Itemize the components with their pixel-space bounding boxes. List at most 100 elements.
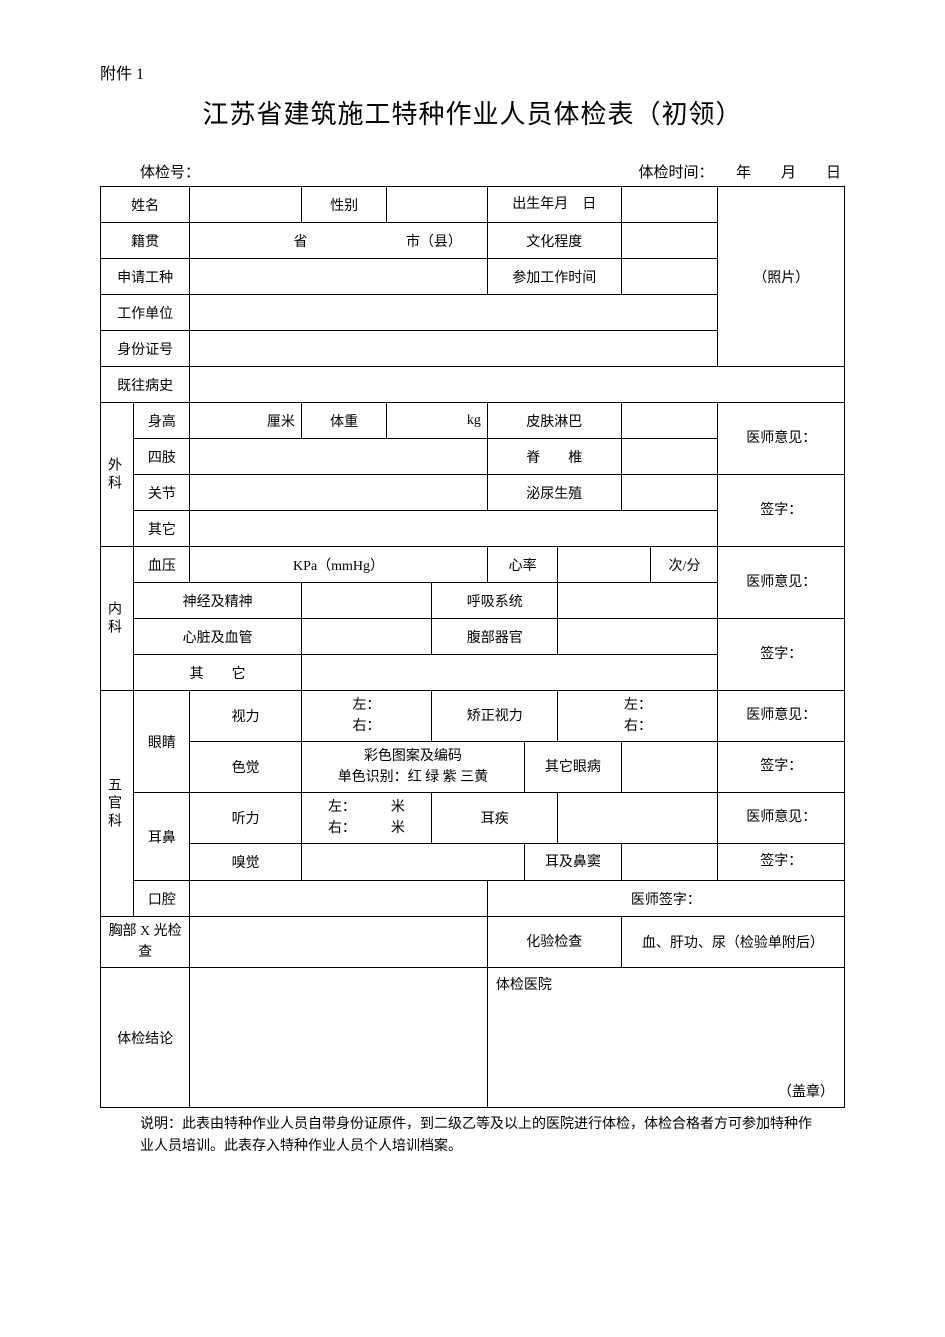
abdomen-label: 腹部器官 xyxy=(432,619,558,655)
eye-signature[interactable]: 签字： xyxy=(718,742,845,793)
ear-doctor-opinion[interactable]: 医师意见： xyxy=(718,793,845,844)
xray-field[interactable] xyxy=(190,917,488,968)
spine-field[interactable] xyxy=(621,439,718,475)
attachment-label: 附件 1 xyxy=(100,60,845,84)
color-vision-label: 色觉 xyxy=(190,742,302,793)
color-vision-field[interactable]: 彩色图案及编码单色识别：红 绿 紫 三黄 xyxy=(301,742,524,793)
internal-doctor-opinion[interactable]: 医师意见： xyxy=(718,547,845,619)
eye-doctor-opinion[interactable]: 医师意见： xyxy=(718,691,845,742)
hearing-label: 听力 xyxy=(190,793,302,844)
origin-field[interactable]: 省 市（县） xyxy=(190,223,488,259)
ent-section-label: 五官科 xyxy=(101,691,134,917)
smell-field[interactable] xyxy=(301,844,524,881)
surgery-doctor-opinion[interactable]: 医师意见： xyxy=(718,403,845,475)
history-field[interactable] xyxy=(190,367,845,403)
work-start-label: 参加工作时间 xyxy=(487,259,621,295)
skin-lymph-label: 皮肤淋巴 xyxy=(487,403,621,439)
internal-other-label: 其 它 xyxy=(134,655,301,691)
vision-label: 视力 xyxy=(190,691,302,742)
weight-label: 体重 xyxy=(301,403,387,439)
corrected-vision-label: 矫正视力 xyxy=(432,691,558,742)
name-field[interactable] xyxy=(190,187,302,223)
name-label: 姓名 xyxy=(101,187,190,223)
ear-disease-label: 耳疾 xyxy=(432,793,558,844)
cardio-label: 心脏及血管 xyxy=(134,619,301,655)
limbs-label: 四肢 xyxy=(134,439,190,475)
conclusion-field[interactable] xyxy=(190,968,488,1108)
ear-nose-label: 耳鼻 xyxy=(134,793,190,881)
hr-label: 心率 xyxy=(487,547,558,583)
surgery-signature[interactable]: 签字： xyxy=(718,475,845,547)
hearing-field[interactable]: 左： 米右： 米 xyxy=(301,793,431,844)
ear-disease-field[interactable] xyxy=(558,793,718,844)
education-field[interactable] xyxy=(621,223,718,259)
exam-number-label: 体检号： xyxy=(140,161,200,182)
origin-label: 籍贯 xyxy=(101,223,190,259)
gender-label: 性别 xyxy=(301,187,387,223)
hospital-label: 体检医院 xyxy=(496,974,836,994)
oral-doctor-sign[interactable]: 医师签字： xyxy=(487,881,844,917)
weight-field[interactable]: kg xyxy=(387,403,487,439)
abdomen-field[interactable] xyxy=(558,619,718,655)
joints-label: 关节 xyxy=(134,475,190,511)
height-field[interactable]: 厘米 xyxy=(190,403,302,439)
internal-other-field[interactable] xyxy=(301,655,718,691)
apply-type-label: 申请工种 xyxy=(101,259,190,295)
limbs-field[interactable] xyxy=(190,439,488,475)
seal-label: （盖章） xyxy=(778,1081,834,1101)
other-eye-label: 其它眼病 xyxy=(525,742,622,793)
surgery-section-label: 外科 xyxy=(101,403,134,547)
city-label: 市（县） xyxy=(311,231,472,251)
exam-form-table: 姓名 性别 出生年月 日 （照片） 籍贯 省 市（县） 文化程度 申请工种 参加… xyxy=(100,186,845,1108)
province-label: 省 xyxy=(205,231,307,251)
bp-label: 血压 xyxy=(134,547,190,583)
work-start-field[interactable] xyxy=(621,259,718,295)
history-label: 既往病史 xyxy=(101,367,190,403)
hr-field[interactable] xyxy=(558,547,651,583)
photo-placeholder: （照片） xyxy=(718,187,845,367)
page-title: 江苏省建筑施工特种作业人员体检表（初领） xyxy=(100,94,845,131)
vision-field[interactable]: 左：右： xyxy=(301,691,431,742)
apply-type-field[interactable] xyxy=(190,259,488,295)
form-note: 说明：此表由特种作业人员自带身份证原件，到二级乙等及以上的医院进行体检，体检合格… xyxy=(100,1114,845,1159)
work-unit-label: 工作单位 xyxy=(101,295,190,331)
bp-field[interactable]: KPa（mmHg） xyxy=(190,547,488,583)
corrected-vision-field[interactable]: 左：右： xyxy=(558,691,718,742)
surgery-other-label: 其它 xyxy=(134,511,190,547)
birth-label: 出生年月 日 xyxy=(487,187,621,223)
lab-test-detail: 血、肝功、尿（检验单附后） xyxy=(621,917,844,968)
id-no-label: 身份证号 xyxy=(101,331,190,367)
oral-field[interactable] xyxy=(190,881,488,917)
urogenital-label: 泌尿生殖 xyxy=(487,475,621,511)
hospital-field[interactable]: 体检医院 （盖章） xyxy=(487,968,844,1108)
conclusion-label: 体检结论 xyxy=(101,968,190,1108)
ear-sinus-label: 耳及鼻窦 xyxy=(525,844,622,881)
gender-field[interactable] xyxy=(387,187,487,223)
internal-section-label: 内科 xyxy=(101,547,134,691)
surgery-other-field[interactable] xyxy=(190,511,718,547)
skin-lymph-field[interactable] xyxy=(621,403,718,439)
ear-sinus-field[interactable] xyxy=(621,844,718,881)
ear-signature[interactable]: 签字： xyxy=(718,844,845,881)
respiratory-field[interactable] xyxy=(558,583,718,619)
eye-label: 眼睛 xyxy=(134,691,190,793)
work-unit-field[interactable] xyxy=(190,295,718,331)
spine-label: 脊 椎 xyxy=(487,439,621,475)
id-no-field[interactable] xyxy=(190,331,718,367)
other-eye-field[interactable] xyxy=(621,742,718,793)
education-label: 文化程度 xyxy=(487,223,621,259)
urogenital-field[interactable] xyxy=(621,475,718,511)
height-label: 身高 xyxy=(134,403,190,439)
neuro-label: 神经及精神 xyxy=(134,583,301,619)
neuro-field[interactable] xyxy=(301,583,431,619)
cardio-field[interactable] xyxy=(301,619,431,655)
joints-field[interactable] xyxy=(190,475,488,511)
xray-label: 胸部 X 光检 查 xyxy=(101,917,190,968)
header-row: 体检号： 体检时间： 年 月 日 xyxy=(100,161,845,182)
lab-test-label: 化验检查 xyxy=(487,917,621,968)
exam-time-label: 体检时间： 年 月 日 xyxy=(638,161,841,182)
hr-unit-label: 次/分 xyxy=(651,547,718,583)
internal-signature[interactable]: 签字： xyxy=(718,619,845,691)
respiratory-label: 呼吸系统 xyxy=(432,583,558,619)
birth-field[interactable] xyxy=(621,187,718,223)
